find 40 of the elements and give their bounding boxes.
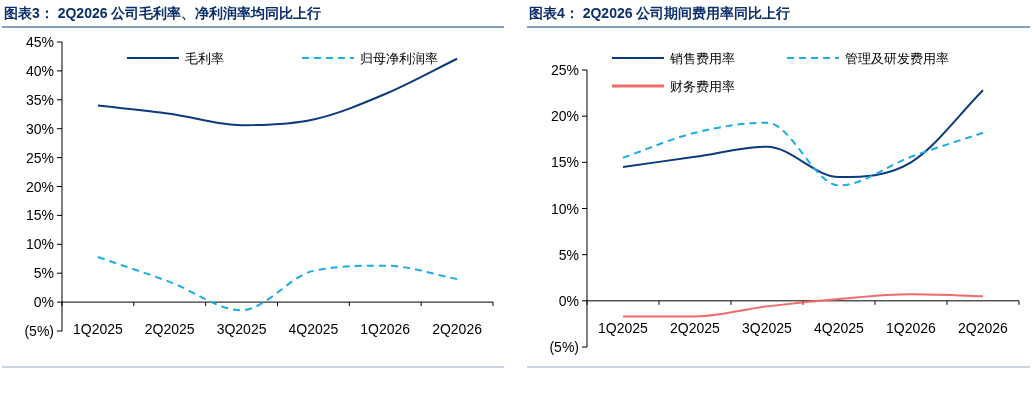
y-tick-label: 5% <box>558 246 579 263</box>
x-tick-label: 1Q2025 <box>598 319 649 336</box>
x-tick-label: 2Q2026 <box>958 319 1009 336</box>
line-series <box>622 121 984 187</box>
x-tick-label: 1Q2025 <box>73 321 124 338</box>
y-tick-label: 0% <box>33 294 54 311</box>
legend-label: 归母净利润率 <box>360 51 438 66</box>
x-tick-label: 1Q2026 <box>360 321 411 338</box>
y-tick-label: 35% <box>25 91 54 108</box>
x-tick-label: 4Q2025 <box>814 319 865 336</box>
y-tick-label: 5% <box>33 265 54 282</box>
x-tick-label: 2Q2025 <box>144 321 195 338</box>
x-tick-label: 2Q2026 <box>432 321 483 338</box>
y-tick-label: 10% <box>550 200 579 217</box>
y-tick-label: 15% <box>550 154 579 171</box>
y-tick-label: 25% <box>550 62 579 78</box>
legend-label: 财务费用率 <box>670 79 735 94</box>
x-tick-label: 2Q2025 <box>670 319 721 336</box>
line-series <box>96 256 459 312</box>
chart-title: 图表3： 2Q2026 公司毛利率、净利润率均同比上行 <box>4 5 322 21</box>
x-tick-label: 1Q2026 <box>886 319 937 336</box>
y-tick-label: 10% <box>25 236 54 253</box>
y-tick-label: (5%) <box>24 323 54 339</box>
y-tick-label: 20% <box>25 178 54 195</box>
y-tick-label: 40% <box>25 62 54 79</box>
line-series <box>622 293 984 318</box>
y-tick-label: 25% <box>25 149 54 166</box>
chart-title: 图表4： 2Q2026 公司期间费用率同比上行 <box>529 5 791 21</box>
x-tick-label: 4Q2025 <box>288 321 339 338</box>
x-tick-label: 3Q2025 <box>742 319 793 336</box>
x-tick-label: 3Q2025 <box>216 321 267 338</box>
y-tick-label: 15% <box>25 207 54 224</box>
legend-label: 毛利率 <box>185 51 224 66</box>
legend-label: 管理及研发费用率 <box>845 51 949 66</box>
y-tick-label: 30% <box>25 120 54 137</box>
legend-label: 销售费用率 <box>669 51 735 66</box>
y-tick-label: 20% <box>550 108 579 125</box>
y-tick-label: 45% <box>25 34 54 50</box>
y-tick-label: (5%) <box>549 339 579 355</box>
y-tick-label: 0% <box>558 292 579 309</box>
